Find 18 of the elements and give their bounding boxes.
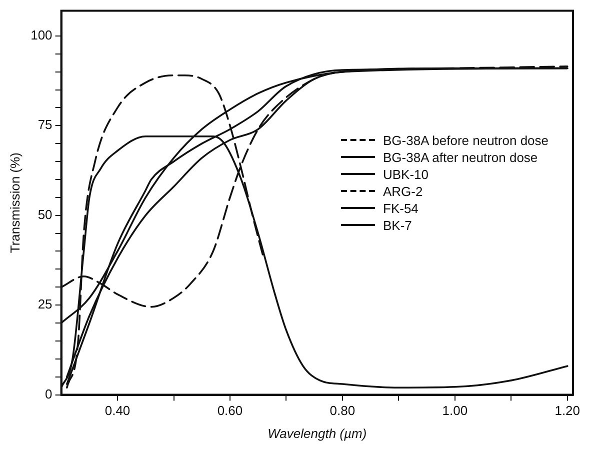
x-tick-label: 0.40 (104, 403, 130, 418)
y-tick-label: 25 (38, 296, 52, 312)
x-axis-title: Wavelength (µm) (268, 426, 367, 441)
legend-label: BK-7 (383, 218, 412, 233)
y-tick-label: 50 (38, 206, 52, 222)
y-tick-label: 100 (30, 28, 52, 42)
legend-label: BG-38A before neutron dose (383, 132, 549, 148)
x-tick-label: 1.00 (442, 403, 468, 418)
y-tick-label: 75 (38, 117, 52, 132)
legend-label: BG-38A after neutron dose (383, 150, 538, 165)
legend-label: FK-54 (383, 200, 418, 216)
x-tick-label: 0.60 (217, 403, 243, 418)
x-tick-label: 1.20 (554, 403, 580, 418)
y-axis-title: Transmission (%) (7, 152, 22, 254)
x-tick-label: 0.80 (330, 403, 356, 418)
legend-label: ARG-2 (383, 184, 423, 199)
legend-label: UBK-10 (383, 166, 429, 182)
y-tick-label: 0 (45, 386, 52, 402)
